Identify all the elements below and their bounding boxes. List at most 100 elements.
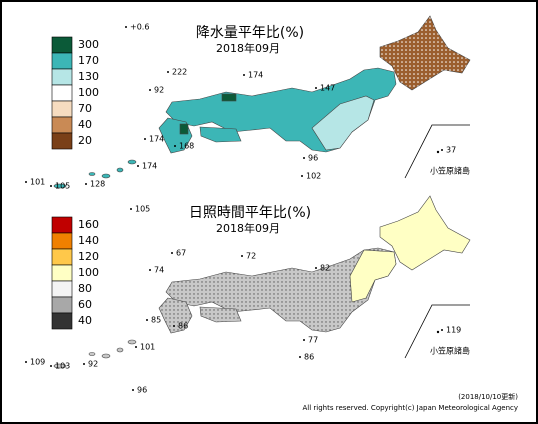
station-value: 86 [178,322,188,331]
station-dot [149,269,151,271]
station-value: 102 [306,172,321,181]
station-value: 174 [142,162,157,171]
station-value: 67 [176,249,186,258]
station-value: 92 [88,360,98,369]
legend-label: 40 [78,314,92,327]
station-value: 82 [320,264,330,273]
station-value: 222 [172,68,187,77]
station-value: 72 [246,252,256,261]
station-value: 105 [55,182,70,191]
legend-label: 20 [78,134,92,147]
station-dot [25,361,27,363]
station-dot [315,87,317,89]
station-value: 96 [137,386,147,395]
legend-label: 130 [78,70,99,83]
station-dot [135,346,137,348]
legend-label: 140 [78,234,99,247]
station-dot [83,363,85,365]
legend-swatch [51,52,73,70]
station-dot [132,389,134,391]
legend-label: 120 [78,250,99,263]
station-dot [125,26,127,28]
maps: 降水量平年比(%)2018年09月小笠原諸島300170130100704020… [25,15,471,395]
station-dot [146,319,148,321]
legend-label: 80 [78,282,92,295]
station-dot [25,181,27,183]
japan-map [53,15,471,189]
legend-swatch [51,216,73,234]
inset-border [404,304,470,359]
station-dot [243,74,245,76]
station-dot [50,185,52,187]
island [101,173,111,179]
updated: (2018/10/10更新) [458,392,518,401]
station-value: 92 [154,86,164,95]
station-dot [303,157,305,159]
island [53,363,67,369]
tohoku-patch [349,249,397,303]
legend-label: 60 [78,298,92,311]
legend-swatch [51,264,73,282]
legend-swatch [51,280,73,298]
light-patch [311,95,375,151]
legend-swatch [51,232,73,250]
station-dot [441,329,443,331]
station-value: 101 [140,343,155,352]
island-dot [436,330,440,334]
station-dot [241,255,243,257]
legend-swatch [51,100,73,118]
legend-label: 160 [78,218,99,231]
station-dot [173,325,175,327]
station-value: 128 [90,180,105,189]
station-dot [149,89,151,91]
station-value: 119 [446,326,461,335]
legend-label: 300 [78,38,99,51]
legend-label: 100 [78,86,99,99]
station-dot [171,252,173,254]
legend-swatch [51,84,73,102]
station-dot [130,208,132,210]
station-dot [174,145,176,147]
station-dot [441,149,443,151]
island [127,159,137,165]
station-value: 174 [248,71,263,80]
legend-label: 100 [78,266,99,279]
legend-swatch [51,312,73,330]
station-value: 103 [55,362,70,371]
station-dot [301,175,303,177]
japan-map [53,195,471,369]
legend-swatch [51,68,73,86]
dark-patch [221,93,237,102]
island [127,339,137,345]
map-title: 降水量平年比(%) [196,25,304,41]
dark-patch [179,123,189,135]
station-value: 77 [308,336,318,345]
station-value: 96 [308,154,318,163]
station-dot [315,267,317,269]
island-dot [436,150,440,154]
map-date: 2018年09月 [216,221,280,235]
station-dot [137,165,139,167]
station-dot [167,71,169,73]
station-value: 74 [154,266,164,275]
inset-label: 小笠原諸島 [430,346,470,356]
map-date: 2018年09月 [216,41,280,55]
legend-label: 70 [78,102,92,115]
island [116,167,124,173]
island [88,172,96,176]
map-title: 日照時間平年比(%) [189,205,311,221]
island [53,183,67,189]
station-dot [299,356,301,358]
island [88,352,96,356]
legend-swatch [51,36,73,54]
station-value: +0.6 [130,23,149,32]
inset-label: 小笠原諸島 [430,166,470,176]
inset-border [404,124,470,179]
island [116,347,124,353]
station-value: 86 [304,353,314,362]
legend-swatch [51,248,73,266]
station-dot [303,339,305,341]
station-dot [50,365,52,367]
station-value: 37 [446,146,456,155]
